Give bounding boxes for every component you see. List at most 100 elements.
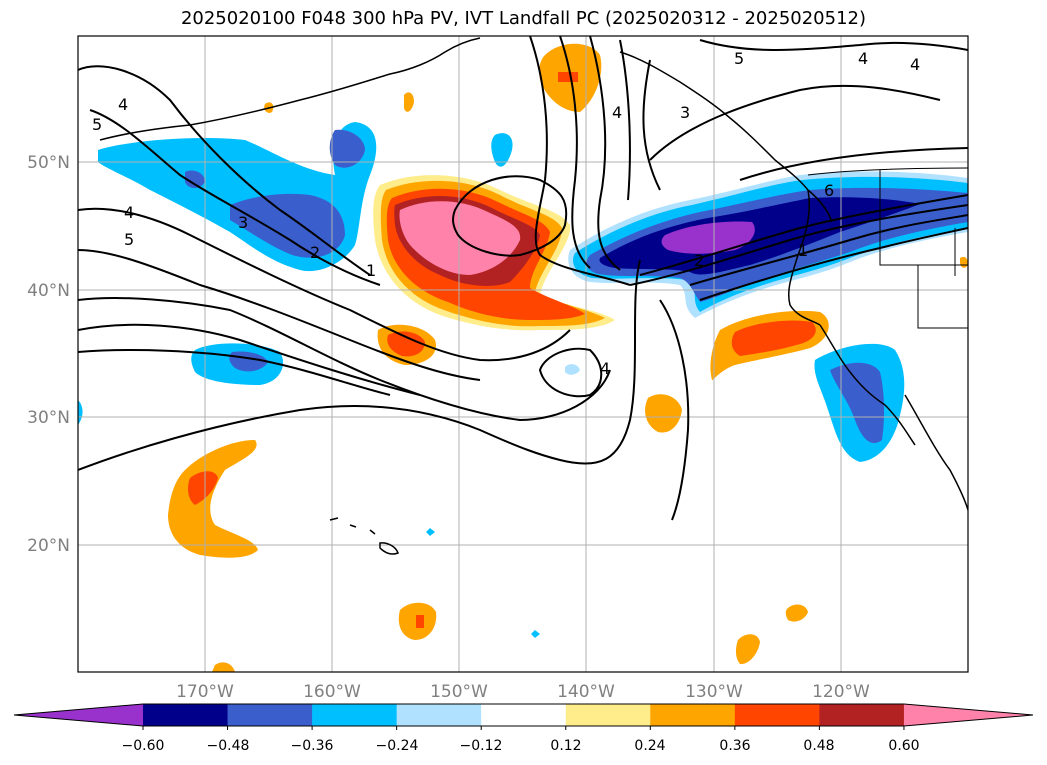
negative-pv-streamer-nw-core (230, 193, 345, 258)
positive-pv-blob-sw-red (187, 471, 218, 505)
positive-pv-blob-se-2 (785, 604, 808, 622)
contour-label: 3 (680, 103, 690, 122)
contour-northwest-2 (89, 109, 381, 286)
colorbar-tick-label: 0.48 (803, 738, 834, 754)
pv-shading (78, 43, 968, 672)
colorbar (13, 703, 1034, 730)
gridlines (78, 36, 968, 672)
ivt-contours (78, 36, 968, 521)
contour-2 (78, 249, 481, 381)
colorbar-tick-label: −0.36 (291, 738, 334, 754)
map-title: 2025020100 F048 300 hPa PV, IVT Landfall… (180, 8, 867, 29)
state-border-1 (879, 170, 968, 266)
colorbar-bin (143, 704, 229, 726)
positive-pv-blob-se-1 (735, 634, 760, 665)
contour-4 (78, 323, 421, 396)
colorbar-tick-label: −0.12 (460, 738, 503, 754)
contour-label: 5 (124, 230, 134, 249)
colorbar-extend-left (14, 704, 143, 726)
colorbar-extend-right (903, 704, 1033, 726)
contour-northwest-1 (78, 65, 371, 276)
contour-labels: 4 5 3 2 1 4 5 4 3 2 1 6 4 5 4 4 (92, 49, 920, 378)
contour-label: 1 (798, 241, 808, 260)
contour-3 (78, 297, 611, 422)
contour-6 (78, 259, 641, 471)
contour-18 (689, 214, 968, 286)
negative-pv-band-purple (661, 221, 755, 254)
longitude-label: 140°W (557, 682, 615, 702)
coastlines (99, 37, 968, 555)
colorbar-bin (227, 704, 313, 726)
longitude-label: 130°W (685, 682, 743, 702)
longitude-label: 150°W (430, 682, 488, 702)
positive-pv-top-red (558, 72, 578, 82)
positive-pv-blob-mid-red (387, 331, 425, 357)
contour-21 (739, 147, 968, 181)
contour-label: 3 (238, 213, 248, 232)
colorbar-tick-label: 0.24 (634, 738, 665, 754)
colorbar-tick-label: 0.60 (888, 738, 919, 754)
contour-5 (78, 349, 391, 396)
negative-pv-blob-coast-core (830, 362, 885, 444)
contour-11 (589, 36, 621, 271)
contour-20 (659, 299, 690, 521)
colorbar-ticks: −0.60 −0.48 −0.36 −0.24 −0.12 0.12 0.24 … (122, 738, 920, 754)
longitude-label: 170°W (176, 682, 234, 702)
contour-16 (629, 204, 968, 286)
contour-label: 1 (366, 261, 376, 280)
colorbar-bin (819, 704, 905, 726)
colorbar-tick-label: −0.48 (207, 738, 250, 754)
negative-pv-blob-edge (78, 400, 83, 425)
contour-10 (559, 36, 591, 269)
contour-label: 4 (600, 359, 610, 378)
contour-label: 4 (612, 103, 622, 122)
latitude-label: 40°N (27, 281, 70, 301)
contour-15 (699, 39, 968, 51)
colorbar-tick-label: 0.12 (550, 738, 581, 754)
california-coast (819, 324, 916, 446)
colorbar-tick-label: −0.60 (122, 738, 165, 754)
us-canada-border (807, 167, 968, 176)
contour-label: 2 (310, 243, 320, 262)
colorbar-tick-label: 0.36 (719, 738, 750, 754)
contour-7 (538, 347, 603, 398)
positive-pv-small-1 (404, 92, 414, 112)
longitude-labels: 170°W 160°W 150°W 140°W 130°W 120°W (176, 682, 870, 702)
hawaii-islands (329, 517, 399, 555)
negative-pv-small-2 (531, 630, 540, 638)
contour-label: 6 (824, 181, 834, 200)
colorbar-bin (312, 704, 398, 726)
positive-pv-blob-sw (168, 440, 258, 558)
contour-14 (649, 84, 941, 161)
positive-pv-blob-near-coast-red (731, 320, 816, 356)
canada-coast (787, 189, 821, 326)
alaska-panhandle (619, 51, 833, 223)
contour-label: 4 (124, 203, 134, 222)
latitude-label: 50°N (27, 153, 70, 173)
positive-pv-blob-bottom (212, 662, 235, 672)
contour-12 (619, 39, 631, 201)
negative-pv-band-navy (599, 197, 920, 275)
contour-label: 5 (734, 49, 744, 68)
contour-17 (639, 194, 968, 276)
contour-label: 5 (92, 115, 102, 134)
negative-pv-blob-nw-small (329, 129, 365, 168)
colorbar-tick-label: −0.24 (376, 738, 419, 754)
positive-pv-blob-center-south (645, 394, 682, 433)
colorbar-bin (565, 704, 651, 726)
negative-pv-blob-center-small (565, 364, 580, 375)
contour-9 (529, 36, 631, 286)
longitude-label: 160°W (303, 682, 361, 702)
contour-label: 4 (118, 95, 128, 114)
latitude-label: 20°N (27, 536, 70, 556)
negative-pv-blob-gulf (491, 133, 513, 167)
contour-19 (699, 227, 968, 301)
map-frame (77, 35, 969, 673)
longitude-label: 120°W (812, 682, 870, 702)
contour-1 (78, 207, 571, 362)
contour-label: 2 (694, 251, 704, 270)
latitude-label: 30°N (27, 408, 70, 428)
negative-pv-blob-nw-dot (185, 170, 205, 188)
latitude-labels: 50°N 40°N 30°N 20°N (27, 153, 70, 556)
